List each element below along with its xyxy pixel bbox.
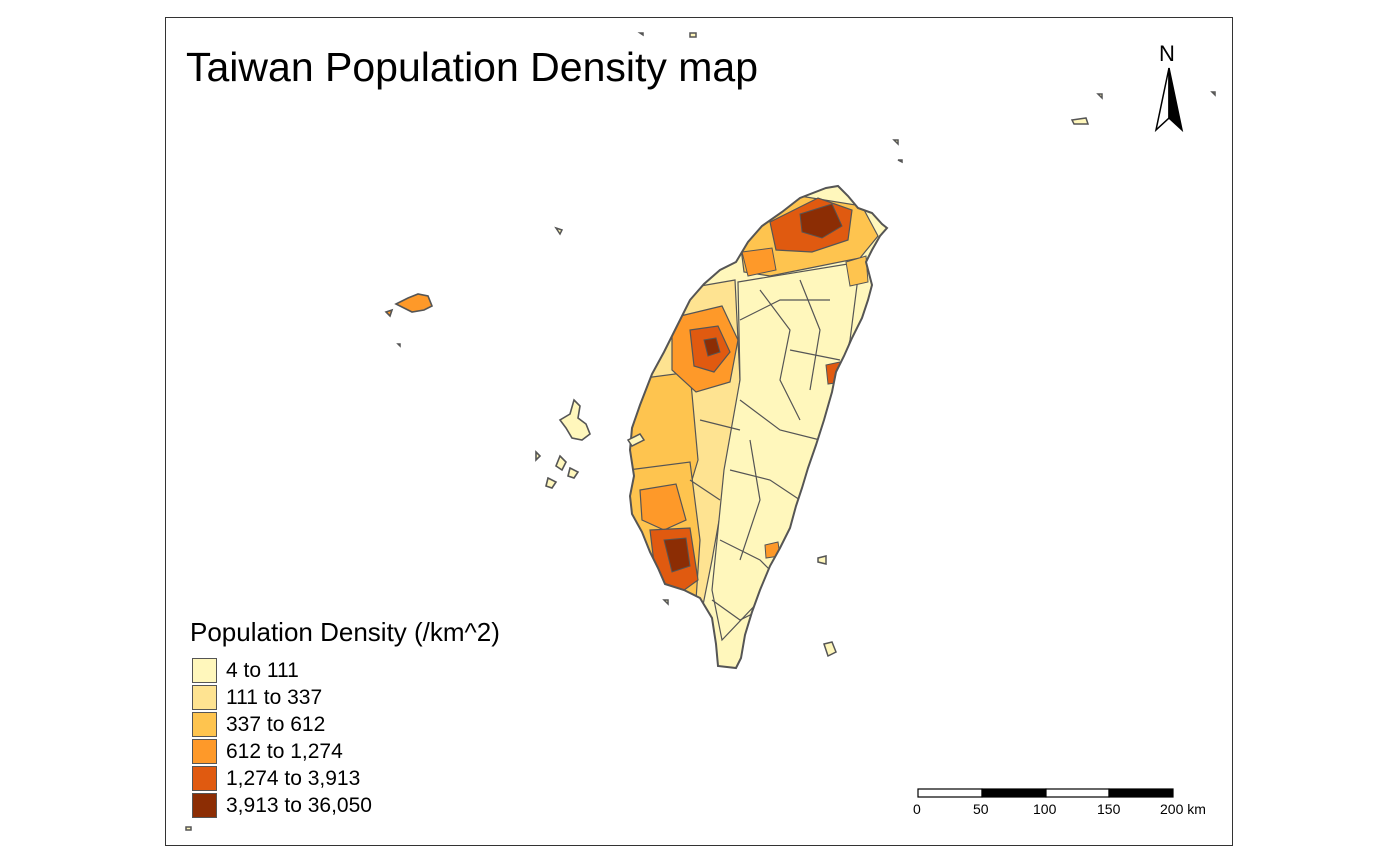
legend-swatch (192, 766, 217, 791)
scale-segment-2 (981, 788, 1047, 798)
legend-swatch (192, 685, 217, 710)
penghu-islands (535, 398, 591, 489)
kaohsiung-core-zone (663, 537, 691, 573)
scale-label-0: 0 (913, 801, 921, 817)
district-boundaries (689, 279, 841, 621)
taiwan-main-island (629, 185, 888, 669)
legend-item: 4 to 111 (192, 657, 299, 684)
scale-segment-1 (917, 788, 983, 798)
north-arrow-icon (1154, 67, 1184, 133)
scale-label-100: 100 (1033, 801, 1057, 817)
scale-label-200: 200 km (1160, 801, 1206, 817)
legend-item: 1,274 to 3,913 (192, 765, 360, 792)
legend-item: 111 to 337 (192, 684, 322, 711)
tainan-core-zone (639, 483, 687, 531)
small-islands (185, 32, 1216, 831)
scale-label-50: 50 (973, 801, 989, 817)
legend-label: 1,274 to 3,913 (226, 766, 361, 790)
legend-item: 612 to 1,274 (192, 738, 343, 765)
legend-swatch (192, 739, 217, 764)
scale-label-150: 150 (1097, 801, 1121, 817)
legend-item: 3,913 to 36,050 (192, 792, 372, 819)
taoyuan-zone (741, 247, 777, 277)
legend-swatch (192, 793, 217, 818)
north-label: N (1159, 41, 1175, 66)
legend-label: 3,913 to 36,050 (226, 793, 372, 817)
taipei-core-zone (799, 203, 843, 239)
legend-label: 337 to 612 (226, 712, 326, 736)
taichung-center-zone (703, 337, 721, 357)
scale-segment-3 (1045, 788, 1110, 798)
density-zones (630, 195, 879, 642)
yilan-zone (845, 255, 869, 287)
legend-swatch (192, 712, 217, 737)
kinmen-islands (384, 293, 434, 318)
legend-label: 612 to 1,274 (226, 739, 343, 763)
legend-item: 337 to 612 (192, 711, 325, 738)
map-title: Taiwan Population Density map (186, 44, 759, 90)
legend-swatch (192, 658, 217, 683)
legend-label: 4 to 111 (226, 658, 299, 682)
legend-label: 111 to 337 (226, 685, 323, 709)
scale-segment-4 (1108, 788, 1174, 798)
legend-title: Population Density (/km^2) (190, 617, 500, 647)
scale-bar (917, 788, 1174, 798)
